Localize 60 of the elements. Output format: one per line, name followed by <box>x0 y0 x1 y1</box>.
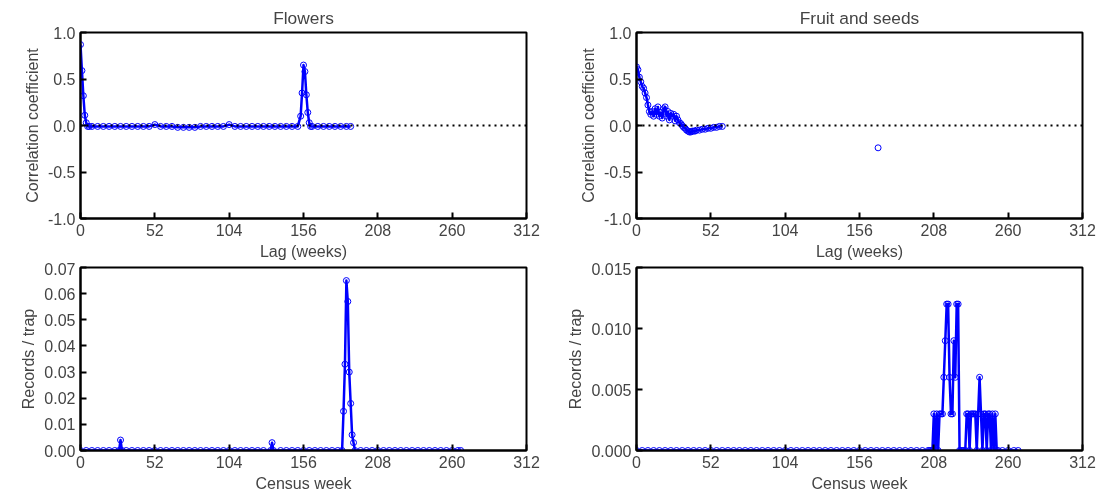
y-tick-label: -0.5 <box>47 164 76 181</box>
x-tick-label: 104 <box>215 453 243 471</box>
y-tick-label: 0.005 <box>591 381 632 399</box>
x-tick-label: 156 <box>846 221 873 239</box>
y-tick-label: 0.02 <box>44 390 76 408</box>
x-tick-label: 208 <box>364 221 392 239</box>
y-tick-label: 0.05 <box>44 311 76 329</box>
x-tick-label: 208 <box>920 453 948 471</box>
y-tick-label: 0.0 <box>609 117 632 135</box>
x-tick-label: 104 <box>215 221 243 239</box>
x-tick-label: 208 <box>364 453 392 471</box>
x-tick-label: 156 <box>290 221 317 239</box>
chart-title: Flowers <box>273 7 335 28</box>
y-tick-label: 0.04 <box>44 337 76 355</box>
y-axis-title: Correlation coefficient <box>579 47 597 203</box>
x-tick-label: 52 <box>145 453 164 471</box>
y-tick-label: -0.5 <box>603 164 632 181</box>
x-tick-label: 52 <box>701 221 720 239</box>
y-tick-label: 0.06 <box>44 285 76 303</box>
y-axis-title: Records / trap <box>20 308 38 410</box>
x-tick-label: 260 <box>994 453 1022 471</box>
x-tick-label: 0 <box>76 453 86 471</box>
x-tick-label: 156 <box>846 453 873 471</box>
y-axis-title: Records / trap <box>567 308 585 410</box>
x-tick-label: 312 <box>513 453 540 471</box>
x-tick-label: 208 <box>920 221 948 239</box>
y-tick-label: 0.03 <box>44 364 76 382</box>
x-tick-label: 0 <box>632 453 642 471</box>
x-tick-label: 0 <box>632 221 642 239</box>
y-axis-title: Correlation coefficient <box>23 47 41 203</box>
y-tick-label: 0.0 <box>53 117 76 135</box>
x-axis-title: Lag (weeks) <box>815 242 904 260</box>
y-tick-label: 0.000 <box>591 442 632 460</box>
x-axis-title: Lag (weeks) <box>259 242 348 260</box>
x-tick-label: 260 <box>438 221 466 239</box>
x-tick-label: 312 <box>1069 221 1096 239</box>
x-tick-label: 260 <box>438 453 466 471</box>
y-tick-label: 0.5 <box>609 71 632 88</box>
y-tick-label: -1.0 <box>47 210 76 228</box>
x-axis-title: Census week <box>255 474 353 492</box>
x-tick-label: 312 <box>513 221 540 239</box>
y-tick-label: 1.0 <box>53 24 76 42</box>
x-tick-label: 260 <box>994 221 1022 239</box>
y-tick-label: 0.01 <box>44 416 76 434</box>
x-tick-label: 156 <box>290 453 317 471</box>
x-tick-label: 312 <box>1069 453 1096 471</box>
y-tick-label: -1.0 <box>603 210 632 228</box>
x-tick-label: 104 <box>771 453 799 471</box>
x-tick-label: 0 <box>76 221 86 239</box>
y-tick-label: 0.010 <box>591 320 632 338</box>
y-tick-label: 0.00 <box>44 442 76 460</box>
x-tick-label: 52 <box>145 221 164 239</box>
x-tick-label: 104 <box>771 221 799 239</box>
y-tick-label: 0.015 <box>591 260 632 278</box>
y-tick-label: 0.5 <box>53 71 76 88</box>
x-tick-label: 52 <box>701 453 720 471</box>
chart-title: Fruit and seeds <box>799 7 920 28</box>
y-tick-label: 0.07 <box>44 260 76 278</box>
y-tick-label: 1.0 <box>609 24 632 42</box>
x-axis-title: Census week <box>811 474 909 492</box>
